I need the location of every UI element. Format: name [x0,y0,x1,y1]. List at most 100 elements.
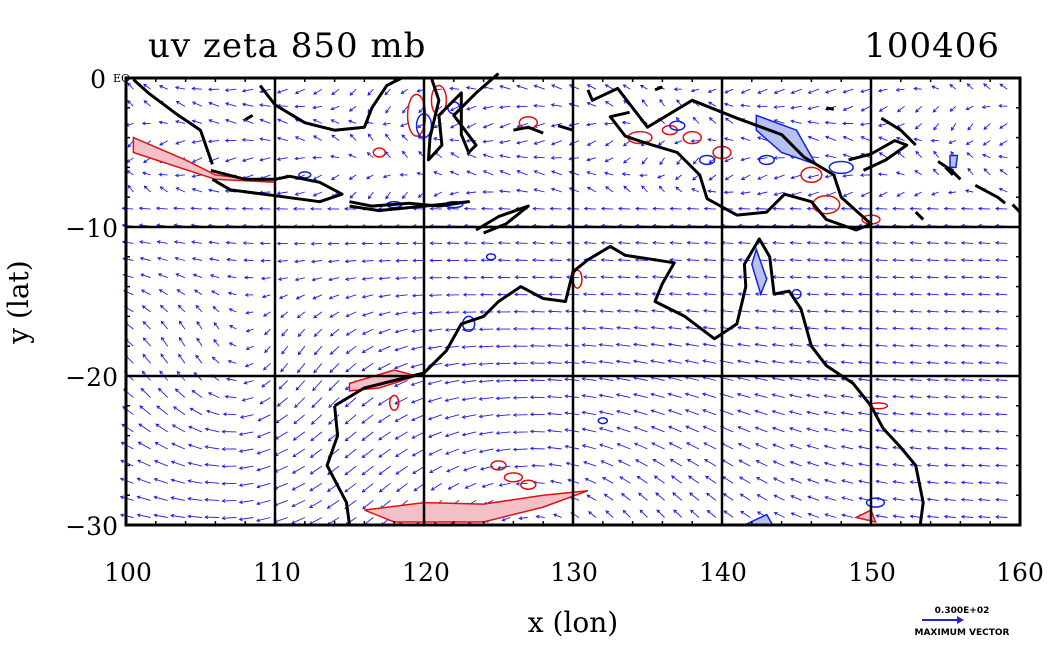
wind-vector [367,88,374,96]
wind-vector [943,463,956,468]
wind-vector [206,409,220,416]
plot-title: uv zeta 850 mb [148,26,427,66]
wind-vector [513,292,528,297]
wind-vector [204,427,220,433]
wind-vector [998,103,1008,108]
positive-vorticity-contour [372,147,387,158]
wind-vector [737,426,751,433]
wind-vector [788,410,802,416]
wind-vector [892,258,905,262]
wind-vector [823,326,837,331]
wind-vector [378,294,391,299]
positive-vorticity-contour [800,166,823,184]
wind-vector [707,88,717,94]
wind-vector [261,380,271,388]
wind-vector [361,259,374,264]
wind-vector [632,359,648,364]
wind-vector [344,448,357,459]
y-tick-label: −20 [65,363,118,392]
wind-vector [586,157,597,162]
wind-vector [136,477,151,484]
wind-vector [585,122,597,127]
wind-vector [601,477,614,484]
wind-vector [616,442,631,450]
wind-vector [650,392,665,399]
wind-vector [943,240,956,245]
wind-vector [690,509,700,518]
wind-vector [309,206,322,211]
y-tick-label: −30 [65,512,118,541]
wind-vector [245,328,254,333]
wind-vector [226,274,237,279]
wind-vector [174,119,186,124]
wind-vector [327,241,340,246]
wind-vector [960,275,974,280]
wind-vector [225,377,237,382]
wind-vector [127,99,134,107]
wind-vector [378,276,391,281]
wind-vector [427,328,442,333]
wind-vector [603,121,614,126]
wind-vector [516,84,528,90]
wind-vector [361,431,374,441]
wind-vector [313,363,323,374]
wind-vector [153,477,168,484]
wind-vector [656,509,665,518]
wind-vector [444,380,460,385]
wind-vector [410,397,425,404]
wind-vector [549,206,562,211]
wind-vector [329,362,340,374]
wind-vector [932,105,940,113]
wind-vector [191,256,203,261]
wind-vector [823,292,837,297]
wind-vector [242,241,254,245]
wind-vector [581,377,597,381]
wind-vector [174,256,186,261]
wind-vector [943,292,956,297]
wind-vector [515,104,528,109]
wind-vector [281,345,289,355]
negative-vorticity-contour [698,154,716,166]
wind-vector [840,411,854,416]
wind-vector [588,511,597,518]
wind-vector [909,240,922,245]
wind-vector [274,448,288,456]
wind-vector [465,190,477,195]
wind-vector [175,101,186,107]
wind-vector [859,122,871,127]
wind-vector [686,458,700,467]
wind-vector [568,140,580,146]
wind-vector [549,479,562,484]
wind-vector [191,86,203,91]
wind-vector [702,425,717,433]
wind-vector [702,342,717,347]
wind-vector [294,397,306,409]
wind-vector [789,460,802,467]
wind-vector [546,394,562,399]
wind-vector [241,137,254,142]
wind-vector [533,103,545,108]
wind-vector [241,206,254,211]
wind-vector [676,157,683,166]
wind-vector [277,259,288,264]
wind-vector [136,513,151,518]
wind-vector [977,360,991,365]
wind-vector [878,136,888,142]
wind-vector [685,442,700,450]
wind-vector [258,206,271,211]
wind-vector [581,444,597,450]
wind-vector [909,206,922,211]
wind-vector [241,397,254,402]
wind-vector [330,105,340,111]
wind-vector [276,136,288,142]
wind-vector [228,308,237,313]
wind-vector [378,259,391,263]
wind-vector [482,139,494,144]
wind-vector [378,241,391,246]
wind-vector [171,424,186,433]
wind-vector [723,102,734,107]
positive-vorticity-contour [520,479,537,490]
wind-vector [633,409,648,416]
y-axis-label: y (lat) [2,260,35,344]
wind-vector [136,459,151,467]
